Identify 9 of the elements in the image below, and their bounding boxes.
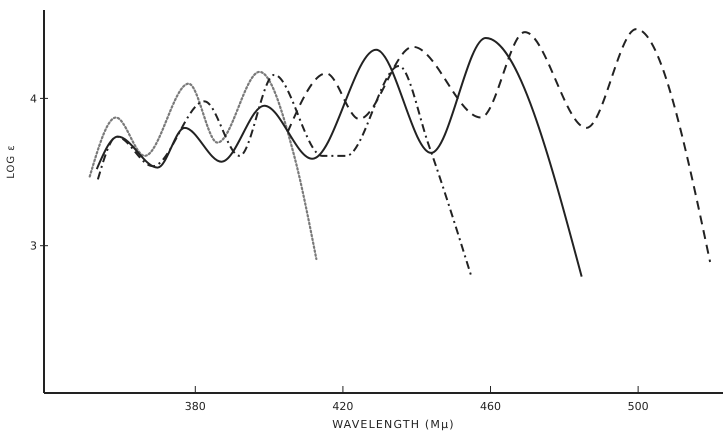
x-tick-label: 380 — [184, 400, 206, 413]
x-axis-title: WAVELENGTH (Mμ) — [332, 418, 455, 431]
x-tick-label: 420 — [332, 400, 354, 413]
y-axis-title: LOG ε — [6, 144, 17, 179]
line-series — [88, 70, 318, 260]
x-tick-label: 460 — [480, 400, 502, 413]
x-tick-label: 500 — [628, 400, 649, 413]
y-tick-label: 3 — [30, 240, 37, 253]
y-tick-label: 4 — [30, 92, 37, 106]
